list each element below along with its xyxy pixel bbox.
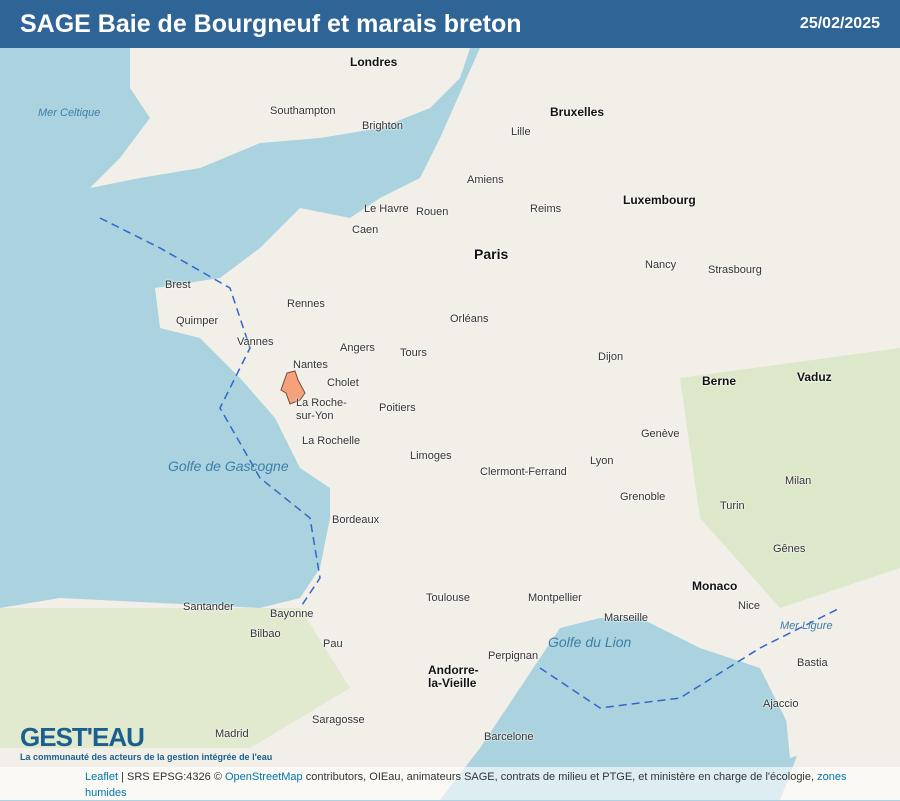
forest-spain [0, 608, 350, 748]
city-label: Berne [702, 374, 737, 388]
city-label: Perpignan [488, 650, 539, 662]
city-label: Limoges [410, 450, 452, 462]
city-label: Monaco [692, 579, 738, 593]
city-label: Milan [785, 475, 812, 487]
city-label: Brighton [362, 120, 403, 132]
maritime-border [99, 217, 321, 609]
map-view[interactable]: Londres Bruxelles Paris Luxembourg Berne… [0, 48, 900, 800]
sage-area [280, 370, 306, 405]
city-label: La Roche-sur-Yon [296, 397, 347, 422]
city-label: Reims [530, 203, 562, 215]
city-label: Poitiers [379, 402, 416, 414]
city-label: Toulouse [426, 592, 471, 604]
city-label: Nancy [645, 259, 677, 271]
city-label: Lille [511, 126, 531, 138]
osm-link[interactable]: OpenStreetMap [225, 771, 303, 783]
srs-text: | SRS EPSG:4326 © [121, 771, 222, 783]
city-label: Clermont-Ferrand [480, 466, 567, 478]
page-title: SAGE Baie de Bourgneuf et marais breton [20, 9, 522, 38]
maritime-border-med [539, 607, 841, 709]
city-label: Bruxelles [550, 105, 605, 119]
map-attribution: Leaflet | SRS EPSG:4326 © OpenStreetMap … [0, 767, 900, 800]
city-label: Nice [738, 600, 761, 612]
city-label: Bordeaux [332, 514, 380, 526]
city-label: La Rochelle [302, 435, 361, 447]
city-label: Barcelone [484, 731, 534, 743]
logo-tagline: La communauté des acteurs de la gestion … [20, 752, 273, 762]
city-label: Grenoble [620, 491, 666, 503]
leaflet-link[interactable]: Leaflet [85, 771, 119, 783]
city-label: Gênes [773, 543, 806, 555]
city-label: Paris [474, 246, 509, 262]
city-label: Saragosse [312, 714, 365, 726]
city-label: Marseille [604, 612, 649, 624]
city-label: Santander [183, 601, 234, 613]
city-label: Nantes [293, 359, 328, 371]
city-label: Le Havre [364, 203, 409, 215]
city-label: Rouen [416, 206, 449, 218]
land-uk [90, 48, 470, 188]
city-label: Tours [400, 347, 427, 359]
city-label: Pau [323, 638, 343, 650]
city-label: Bayonne [270, 608, 314, 620]
sea-label: Golfe de Gascogne [168, 458, 289, 474]
city-label: Ajaccio [763, 698, 799, 710]
attribution-text: contributors, OIEau, animateurs SAGE, co… [302, 771, 815, 783]
forest-alps [680, 348, 900, 608]
header-bar: SAGE Baie de Bourgneuf et marais breton … [0, 0, 900, 48]
city-label: Quimper [176, 315, 219, 327]
gesteau-logo[interactable]: GEST'EAU La communauté des acteurs de la… [20, 722, 272, 763]
logo-text: GEST'EAU [20, 722, 145, 752]
city-label: Bilbao [250, 628, 281, 640]
basemap [0, 48, 900, 800]
city-label: Vaduz [797, 370, 832, 384]
zones-humides-link[interactable]: zones humides [85, 771, 847, 799]
city-label: Angers [340, 342, 375, 354]
date-label: 25/02/2025 [799, 15, 880, 32]
city-label: Genève [641, 428, 680, 440]
city-label: Andorre-la-Vieille [428, 663, 479, 690]
city-label: Bastia [797, 657, 828, 669]
city-label: Cholet [327, 377, 359, 389]
city-label: Caen [352, 224, 379, 236]
city-label: Rennes [287, 298, 325, 310]
city-label: Londres [350, 55, 398, 69]
city-label: Turin [720, 500, 745, 512]
land-corsica [785, 648, 830, 758]
city-label: Luxembourg [623, 193, 696, 207]
city-label: Amiens [467, 174, 504, 186]
city-label: Montpellier [528, 592, 582, 604]
city-label: Orléans [450, 313, 489, 325]
city-label: Vannes [237, 336, 274, 348]
sea-label: Mer Ligure [780, 620, 833, 632]
sea-label: Mer Celtique [38, 107, 101, 119]
city-label: Brest [165, 279, 191, 291]
city-label: Southampton [270, 105, 336, 117]
city-label: Madrid [215, 728, 249, 740]
city-label: Dijon [598, 351, 624, 363]
sea-label: Golfe du Lion [548, 634, 632, 650]
city-label: Strasbourg [708, 264, 762, 276]
city-label: Lyon [590, 455, 614, 467]
